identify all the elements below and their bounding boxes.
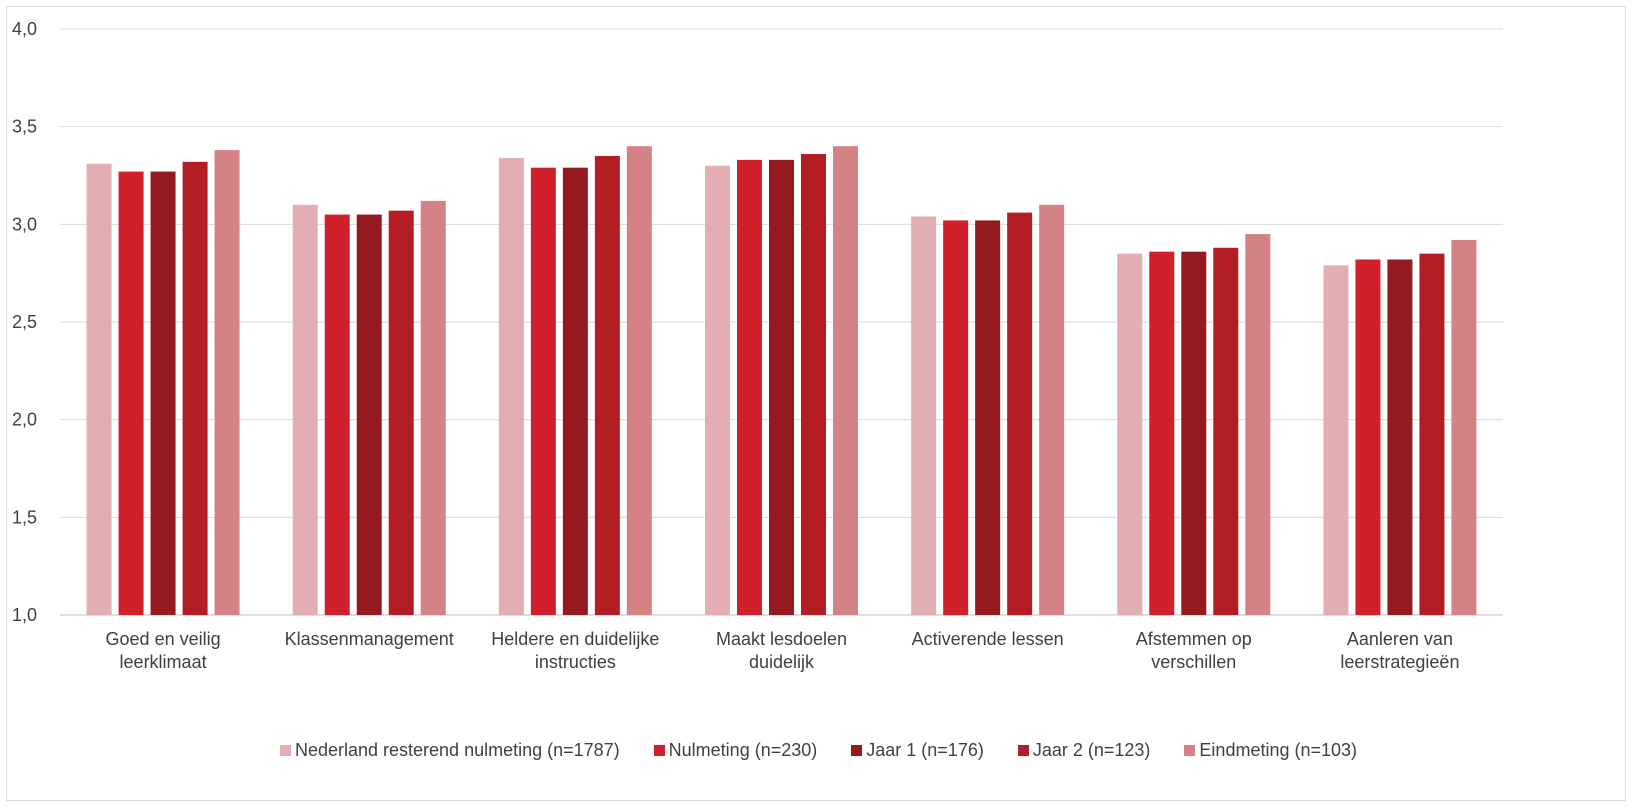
bar <box>1149 251 1175 615</box>
x-tick-label: Heldere en duidelijke instructies <box>491 629 659 672</box>
legend-label: Eindmeting (n=103) <box>1199 740 1358 760</box>
bar <box>1387 259 1413 615</box>
bar <box>1323 265 1349 615</box>
bar <box>1007 212 1033 615</box>
legend-label: Jaar 2 (n=123) <box>1032 740 1151 760</box>
bar <box>86 163 112 615</box>
bar <box>737 159 762 615</box>
bar <box>833 146 858 615</box>
legend-item: Jaar 2 (n=123) <box>1017 740 1151 761</box>
bar <box>626 146 652 615</box>
bar <box>562 167 588 616</box>
bar <box>943 220 969 615</box>
bar <box>1039 204 1065 616</box>
bar <box>498 157 524 616</box>
bar <box>975 220 1001 615</box>
bar <box>1355 259 1381 615</box>
x-tick-label: Afstemmen op verschillen <box>1136 629 1252 672</box>
bar <box>1181 251 1207 615</box>
y-tick-label: 2,5 <box>12 312 37 332</box>
y-tick-label: 3,5 <box>12 117 37 137</box>
y-tick-label: 1,5 <box>12 507 37 527</box>
y-tick-label: 3,0 <box>12 214 37 234</box>
y-tick-label: 2,0 <box>12 410 37 430</box>
legend-swatch <box>1017 745 1029 756</box>
legend-label: Nulmeting (n=230) <box>668 740 818 760</box>
bar <box>1419 253 1445 615</box>
y-tick-label: 4,0 <box>12 19 37 39</box>
legend-swatch <box>279 745 291 756</box>
bar <box>911 216 937 615</box>
bar <box>118 171 144 616</box>
legend-item: Nederland resterend nulmeting (n=1787) <box>279 740 620 761</box>
bar <box>182 161 208 615</box>
bar <box>705 165 730 615</box>
bar <box>1213 247 1239 616</box>
bar <box>1245 234 1271 615</box>
legend-swatch <box>1184 745 1196 756</box>
bar <box>594 155 620 615</box>
x-tick-label: Activerende lessen <box>912 629 1064 649</box>
bar <box>801 154 826 615</box>
y-tick-label: 1,0 <box>12 605 37 625</box>
bar <box>1117 253 1143 615</box>
chart-legend: Nederland resterend nulmeting (n=1787) Nu… <box>0 740 1637 761</box>
bar <box>388 210 414 615</box>
x-tick-label: Maakt lesdoelen duidelijk <box>716 629 847 672</box>
bar <box>356 214 382 616</box>
bar <box>530 167 556 616</box>
legend-swatch <box>851 745 863 756</box>
bar <box>324 214 350 616</box>
legend-item: Jaar 1 (n=176) <box>851 740 984 761</box>
bar <box>769 159 794 615</box>
bar <box>214 150 240 615</box>
legend-item: Nulmeting (n=230) <box>653 740 818 761</box>
legend-label: Nederland resterend nulmeting (n=1787) <box>294 740 620 760</box>
legend-label: Jaar 1 (n=176) <box>866 740 984 760</box>
legend-item: Eindmeting (n=103) <box>1184 740 1357 761</box>
bar <box>150 171 176 616</box>
x-tick-label: Aanleren van leerstrategieën <box>1340 629 1459 672</box>
legend-swatch <box>653 745 665 756</box>
bar <box>420 200 446 616</box>
bar <box>1451 239 1477 615</box>
x-tick-label: Goed en veilig leerklimaat <box>106 629 221 672</box>
bar <box>292 204 318 616</box>
x-tick-label: Klassenmanagement <box>285 629 454 649</box>
